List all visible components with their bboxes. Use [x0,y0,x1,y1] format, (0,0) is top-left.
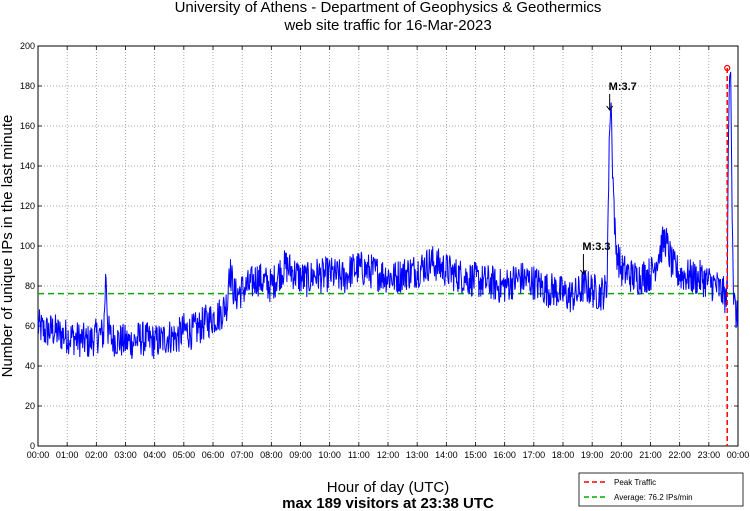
x-tick-label: 13:00 [406,450,429,460]
x-tick-label: 17:00 [523,450,546,460]
x-tick-label: 23:00 [698,450,721,460]
legend-average-label: Average: 76.2 IPs/min [614,493,693,502]
event-arrow-head [606,105,614,111]
x-tick-label: 22:00 [668,450,691,460]
x-tick-label: 06:00 [202,450,225,460]
y-tick-label: 140 [20,161,35,171]
x-tick-label: 18:00 [552,450,575,460]
x-tick-label: 07:00 [231,450,254,460]
legend: Peak Traffic Average: 76.2 IPs/min [578,472,744,507]
y-axis-label: Number of unique IPs in the last minute [0,115,16,378]
y-tick-label: 200 [20,41,35,51]
x-tick-label: 10:00 [318,450,341,460]
y-ticks: 0 20 40 60 80 100 120 140 160 180 200 [20,41,738,451]
x-tick-label: 09:00 [289,450,312,460]
grid [38,46,738,446]
chart-title-line2: web site traffic for 16-Mar-2023 [283,17,491,34]
x-tick-label: 02:00 [85,450,108,460]
y-tick-label: 80 [25,281,35,291]
x-tick-label: 21:00 [639,450,662,460]
visitors-line [37,71,739,359]
y-tick-label: 20 [25,401,35,411]
event-arrow-head [580,269,587,275]
peak-marker [724,64,731,72]
x-tick-label: 14:00 [435,450,458,460]
y-tick-label: 60 [25,321,35,331]
x-tick-label: 03:00 [114,450,137,460]
y-tick-label: 120 [20,201,35,211]
y-tick-label: 40 [25,361,35,371]
x-tick-label: 00:00 [27,450,50,460]
y-tick-label: 160 [20,121,35,131]
x-tick-label: 20:00 [610,450,633,460]
annotations: M:3.7 M:3.3 [580,81,637,275]
y-tick-label: 100 [20,241,35,251]
y-tick-label: 0 [30,441,35,451]
x-tick-label: 08:00 [260,450,283,460]
legend-peak-label: Peak Traffic [614,478,656,487]
max-visitors-caption: max 189 visitors at 23:38 UTC [282,495,494,511]
x-tick-label: 00:00 [727,450,750,460]
y-tick-label: 180 [20,81,35,91]
x-tick-label: 05:00 [173,450,196,460]
x-tick-label: 01:00 [56,450,79,460]
x-tick-label: 04:00 [143,450,166,460]
event-annotation-label: M:3.7 [609,81,637,93]
x-ticks: 00:00 01:00 02:00 03:00 04:00 05:00 06:00 07:00… [27,46,750,460]
x-tick-label: 16:00 [493,450,516,460]
event-annotation-label: M:3.3 [582,241,610,253]
legend-box [578,472,744,507]
x-tick-label: 11:00 [348,450,370,460]
x-tick-label: 12:00 [377,450,400,460]
x-tick-label: 19:00 [581,450,604,460]
chart-title-line1: University of Athens - Department of Geo… [175,0,602,16]
x-axis-label: Hour of day (UTC) [327,479,450,496]
x-tick-label: 15:00 [464,450,487,460]
